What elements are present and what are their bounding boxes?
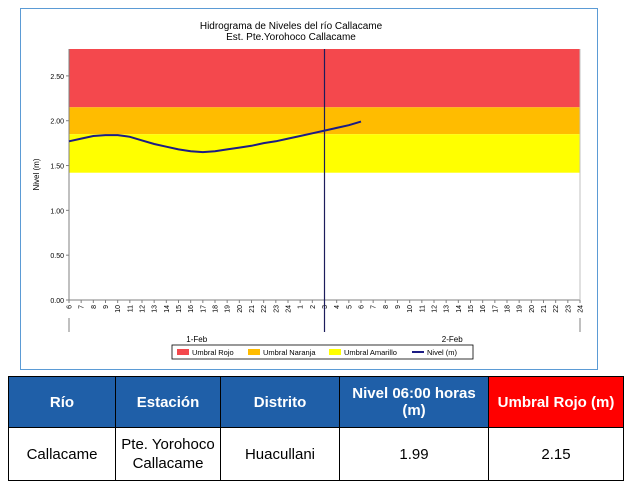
x-tick-label: 16 [188, 305, 195, 313]
chart-frame: Hidrograma de Niveles del río Callacame E… [20, 8, 598, 370]
chart-svg: Hidrograma de Niveles del río CallacameE… [32, 21, 585, 360]
x-tick-label: 11 [419, 305, 426, 312]
y-tick-label: 1.00 [50, 208, 64, 215]
table-header-row: Río Estación Distrito Nivel 06:00 horas … [8, 376, 624, 428]
x-tick-label: 17 [492, 305, 499, 313]
x-tick-label: 6 [67, 305, 74, 309]
legend-box [171, 344, 474, 360]
header-distrito: Distrito [220, 376, 340, 428]
x-tick-label: 24 [286, 305, 293, 313]
x-tick-label: 9 [395, 305, 402, 309]
legend-swatch [329, 349, 341, 355]
x-tick-label: 13 [444, 305, 451, 313]
y-tick-label: 1.50 [50, 164, 64, 171]
y-tick-label: 0.50 [50, 253, 64, 260]
header-nivel: Nivel 06:00 horas (m) [339, 376, 489, 428]
x-tick-label: 18 [213, 305, 220, 313]
x-tick-label: 4 [334, 305, 341, 309]
cell-nivel: 1.99 [339, 427, 489, 481]
cell-estacion: Pte. Yorohoco Callacame [115, 427, 221, 481]
y-axis-label: Nivel (m) [32, 158, 41, 190]
y-tick-label: 2.50 [50, 74, 64, 81]
x-tick-label: 9 [103, 305, 110, 309]
header-umbral-rojo: Umbral Rojo (m) [488, 376, 624, 428]
series-line-nivel [68, 120, 362, 154]
chart-title: Hidrograma de Niveles del río Callacame [200, 21, 383, 32]
legend-label: Umbral Amarillo [344, 348, 397, 357]
info-table: Río Estación Distrito Nivel 06:00 horas … [8, 376, 624, 481]
cell-umbral-rojo: 2.15 [488, 427, 624, 481]
x-tick-label: 1 [298, 305, 305, 309]
x-tick-label: 3 [322, 305, 329, 309]
legend-swatch [177, 349, 189, 355]
x-tick-label: 12 [140, 305, 147, 313]
x-tick-label: 18 [505, 305, 512, 313]
x-tick-label: 8 [383, 305, 390, 309]
day-label-2: 2-Feb [442, 335, 463, 344]
x-tick-label: 22 [261, 305, 268, 313]
x-tick-label: 20 [237, 305, 244, 313]
header-estacion: Estación [115, 376, 221, 428]
x-tick-label: 20 [529, 305, 536, 313]
x-tick-label: 19 [225, 305, 232, 313]
x-tick-label: 24 [578, 305, 585, 313]
x-tick-label: 6 [359, 305, 366, 309]
cell-distrito: Huacullani [220, 427, 340, 481]
x-tick-label: 8 [91, 305, 98, 309]
x-tick-label: 12 [432, 305, 439, 313]
x-tick-label: 23 [565, 305, 572, 313]
x-tick-label: 13 [152, 305, 159, 313]
x-tick-label: 21 [249, 305, 256, 313]
table-row: Callacame Pte. Yorohoco Callacame Huacul… [8, 427, 624, 481]
x-tick-label: 10 [115, 305, 122, 313]
x-tick-label: 7 [371, 305, 378, 309]
x-tick-label: 2 [310, 305, 317, 309]
x-tick-label: 14 [164, 305, 171, 313]
x-tick-label: 11 [127, 305, 134, 312]
x-tick-label: 14 [456, 305, 463, 313]
legend-label: Umbral Naranja [263, 348, 316, 357]
x-tick-label: 21 [541, 305, 548, 313]
chart-subtitle: Est. Pte.Yorohoco Callacame [226, 32, 356, 43]
x-tick-label: 19 [517, 305, 524, 313]
x-tick-label: 10 [407, 305, 414, 313]
day-label-1: 1-Feb [186, 335, 207, 344]
x-tick-label: 5 [346, 305, 353, 309]
legend-swatch [248, 349, 260, 355]
x-tick-label: 15 [176, 305, 183, 313]
legend-label: Nivel (m) [427, 348, 457, 357]
x-tick-label: 17 [200, 305, 207, 313]
header-rio: Río [8, 376, 116, 428]
x-tick-label: 15 [468, 305, 475, 313]
cell-rio: Callacame [8, 427, 116, 481]
y-tick-label: 2.00 [50, 119, 64, 126]
x-tick-label: 23 [273, 305, 280, 313]
y-tick-label: 0.00 [50, 298, 64, 305]
legend-label: Umbral Rojo [192, 348, 234, 357]
x-tick-label: 7 [79, 305, 86, 309]
x-tick-label: 22 [553, 305, 560, 313]
x-tick-label: 16 [480, 305, 487, 313]
